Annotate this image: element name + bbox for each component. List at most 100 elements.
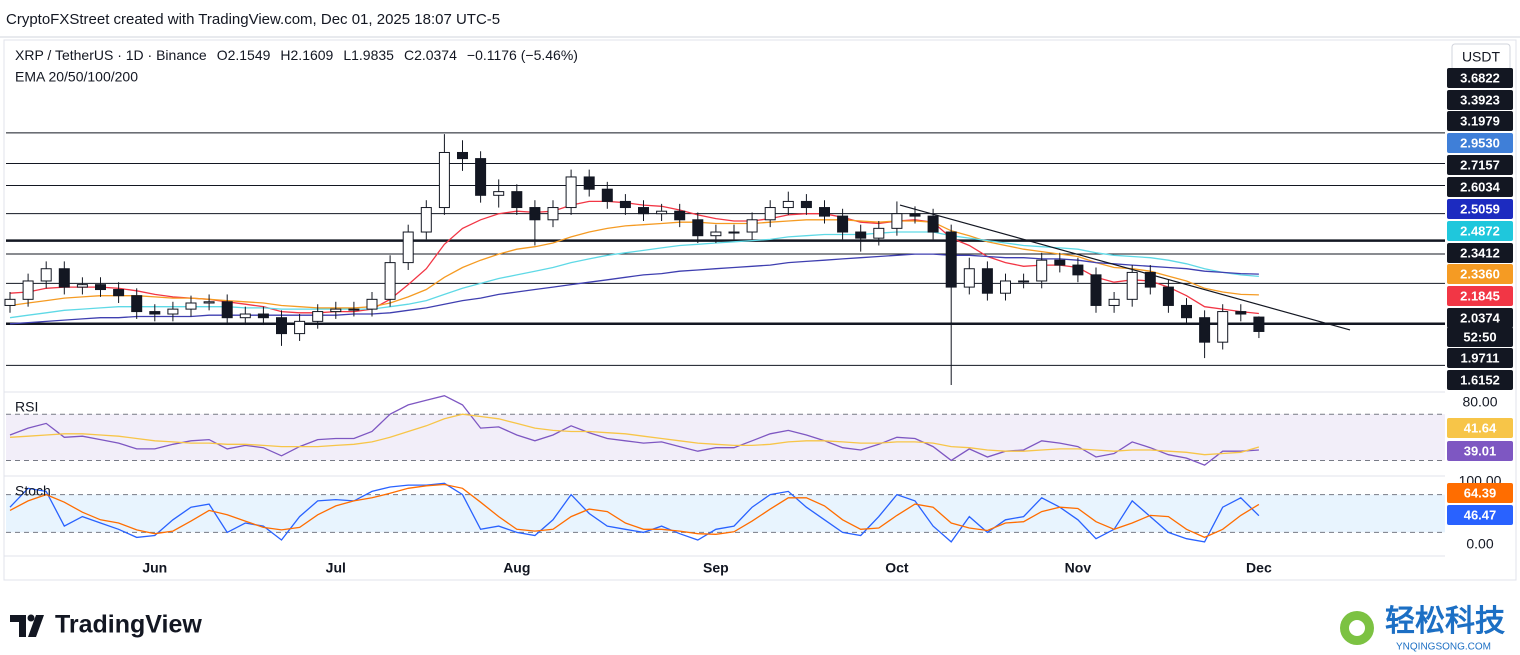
last-value-tag: 39.01	[1464, 443, 1497, 458]
watermark-icon-inner	[1349, 620, 1365, 636]
panel-title: RSI	[15, 399, 38, 415]
price-tag: 2.5059	[1460, 201, 1500, 216]
price-tag: 2.3360	[1460, 266, 1500, 281]
candle-body	[1018, 280, 1030, 283]
chart-frame	[3, 39, 1517, 581]
indicator-line	[9, 482, 1260, 543]
x-tick-label: Sep	[703, 560, 729, 576]
tradingview-logo: TradingView	[10, 611, 202, 639]
candle-body	[4, 298, 16, 306]
logo-dot	[27, 614, 35, 622]
price-tag: 2.6034	[1460, 179, 1501, 194]
x-tick-label: Dec	[1246, 560, 1272, 576]
candle-body	[547, 207, 559, 221]
candle-body	[819, 207, 830, 217]
y-tick-label: 0.00	[1466, 536, 1493, 552]
price-tag-bg	[1447, 327, 1513, 347]
candle-body	[529, 207, 541, 221]
price-tag: 1.9711	[1460, 350, 1499, 365]
price-tag: 3.6822	[1460, 70, 1500, 85]
currency[interactable]: USDT	[1462, 49, 1501, 65]
candle-body	[837, 215, 849, 233]
change: −0.1176 (−5.46%)	[467, 47, 578, 63]
band-fill	[6, 414, 1445, 461]
candle-body	[420, 207, 432, 233]
candle-body	[475, 158, 487, 196]
price-tag-bg	[1447, 199, 1513, 219]
price-tag-bg	[1447, 155, 1513, 175]
brand: TradingView	[55, 611, 202, 639]
ohlc-low: L1.9835	[343, 47, 394, 63]
candle-body	[257, 313, 269, 319]
last-value-tag: 41.64	[1464, 420, 1497, 435]
price-tag: 3.3923	[1460, 92, 1500, 107]
candle-body	[22, 280, 34, 300]
candle-body	[185, 302, 197, 310]
candle-body	[746, 219, 758, 233]
candle-body	[674, 210, 686, 221]
candle-body	[656, 210, 668, 215]
price-tag-bg	[1447, 68, 1513, 88]
candle-body	[312, 311, 324, 322]
candle-body	[131, 295, 143, 313]
watermark-text: 轻松科技	[1385, 605, 1505, 638]
candle-body	[294, 320, 306, 335]
candle-body	[167, 308, 179, 315]
price-tag: 2.1845	[1460, 288, 1500, 303]
candle-body	[1000, 280, 1011, 294]
candle-body	[873, 227, 885, 239]
candle-body	[692, 219, 704, 237]
price-tag-bg	[1447, 308, 1513, 328]
price-tag: 1.6152	[1460, 372, 1500, 387]
candle-body	[330, 308, 342, 313]
x-tick-label: Nov	[1065, 560, 1092, 576]
candle-body	[402, 231, 414, 264]
watermark: 轻松科技 YNQINGSONG.COM	[1340, 605, 1505, 653]
candle-body	[1036, 259, 1048, 282]
price-tag-bg	[1447, 177, 1513, 197]
candle-body	[945, 231, 957, 288]
price-tag: 2.3412	[1460, 245, 1500, 260]
indicator-line	[9, 483, 1260, 539]
last-value-tag-bg	[1447, 505, 1513, 525]
candle-body	[1144, 271, 1156, 288]
ema-line	[9, 253, 1259, 325]
candle-body	[203, 301, 215, 304]
candle-body	[348, 308, 360, 311]
candle-body	[782, 200, 794, 209]
candle-body	[366, 298, 378, 310]
candle-body	[963, 268, 975, 288]
last-value-tag-bg	[1447, 441, 1513, 461]
indicator: EMA 20/50/100/200	[15, 69, 138, 85]
candle-body	[891, 213, 903, 229]
price-tag-bg	[1447, 221, 1513, 241]
price-tag-bg	[1447, 264, 1513, 284]
ohlc-open: O2.1549	[217, 47, 271, 63]
candle-body	[909, 213, 921, 217]
price-tag: 2.7157	[1460, 157, 1500, 172]
last-value-tag: 64.39	[1464, 485, 1497, 500]
candle-body	[638, 207, 649, 215]
candle-body	[1054, 259, 1066, 266]
last-value-tag-bg	[1447, 483, 1513, 503]
candle-body	[619, 200, 631, 209]
candle-body	[1072, 264, 1084, 276]
candle-body	[239, 313, 251, 319]
price-tag-bg	[1447, 111, 1513, 131]
symbol: XRP / TetherUS · 1D · Binance	[15, 47, 207, 63]
price-tag: 3.1979	[1460, 113, 1500, 128]
price-tag-bg	[1447, 348, 1513, 368]
candle-body	[800, 200, 812, 209]
credit: CryptoFXStreet created with TradingView.…	[6, 11, 500, 28]
candle-body	[1162, 286, 1174, 306]
candle-body	[40, 268, 52, 282]
last-value-tag: 46.47	[1464, 507, 1497, 522]
x-tick-label: Oct	[885, 560, 909, 576]
ema-line	[9, 219, 1259, 309]
candle-body	[276, 317, 287, 335]
trendline	[899, 204, 1351, 331]
candle-body	[95, 284, 106, 291]
price-tag-bg	[1447, 370, 1513, 390]
